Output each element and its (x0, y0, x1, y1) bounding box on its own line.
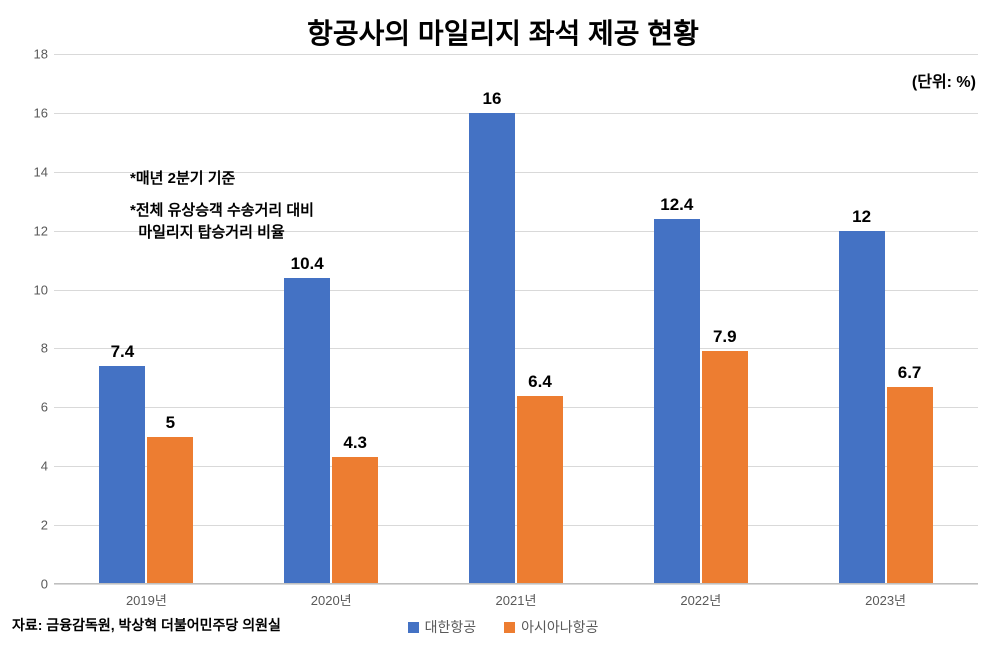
bar-value-label: 4.3 (343, 433, 367, 453)
legend-label: 아시아나항공 (521, 617, 598, 637)
y-axis: 024681012141618 (18, 54, 54, 584)
source-label: 자료: 금융감독원, 박상혁 더불어민주당 의원실 (12, 615, 281, 635)
legend-label: 대한항공 (425, 617, 477, 637)
legend-swatch (408, 622, 419, 633)
bar-group: 126.7 (793, 54, 978, 584)
legend-swatch (504, 622, 515, 633)
bar-value-label: 5 (166, 413, 175, 433)
note-line-1: *매년 2분기 기준 (130, 168, 314, 190)
bar: 6.4 (517, 396, 563, 584)
y-tick: 8 (41, 341, 48, 356)
x-axis-label: 2020년 (239, 590, 424, 609)
bar: 12.4 (654, 219, 700, 584)
bar-group: 166.4 (424, 54, 609, 584)
y-tick: 0 (41, 577, 48, 592)
chart-container: 항공사의 마일리지 좌석 제공 현황 (단위: %) 0246810121416… (0, 0, 1006, 647)
y-tick: 16 (34, 105, 48, 120)
bar-group: 12.47.9 (608, 54, 793, 584)
y-tick: 18 (34, 47, 48, 62)
x-axis-label: 2023년 (793, 590, 978, 609)
bar-value-label: 10.4 (291, 254, 324, 274)
x-axis-labels: 2019년2020년2021년2022년2023년 (54, 590, 978, 609)
bar: 12 (839, 231, 885, 584)
y-tick: 10 (34, 282, 48, 297)
bar-value-label: 12.4 (660, 195, 693, 215)
x-axis-label: 2022년 (608, 590, 793, 609)
bar-value-label: 16 (483, 89, 502, 109)
bar: 7.4 (99, 366, 145, 584)
y-tick: 14 (34, 164, 48, 179)
x-axis-line (54, 583, 978, 584)
legend-item: 아시아나항공 (504, 617, 598, 637)
plot-area: 024681012141618 7.4510.44.3166.412.47.91… (54, 54, 978, 584)
bar: 7.9 (702, 351, 748, 584)
bar: 6.7 (887, 387, 933, 584)
y-tick: 4 (41, 459, 48, 474)
chart-notes: *매년 2분기 기준 *전체 유상승객 수송거리 대비 마일리지 탑승거리 비율 (130, 168, 314, 243)
grid-line (54, 584, 978, 585)
bar-value-label: 12 (852, 207, 871, 227)
y-tick: 12 (34, 223, 48, 238)
bar-value-label: 6.4 (528, 372, 552, 392)
bar: 5 (147, 437, 193, 584)
bar-group: 10.44.3 (239, 54, 424, 584)
chart-title: 항공사의 마일리지 좌석 제공 현황 (18, 12, 988, 52)
note-line-2: *전체 유상승객 수송거리 대비 (130, 200, 314, 222)
x-axis-label: 2021년 (424, 590, 609, 609)
bar-value-label: 7.9 (713, 327, 737, 347)
y-tick: 2 (41, 518, 48, 533)
note-line-3: 마일리지 탑승거리 비율 (130, 222, 314, 244)
legend-item: 대한항공 (408, 617, 477, 637)
bar: 4.3 (332, 457, 378, 584)
bar-value-label: 7.4 (111, 342, 135, 362)
x-axis-label: 2019년 (54, 590, 239, 609)
bar: 10.4 (284, 278, 330, 584)
bar: 16 (469, 113, 515, 584)
bar-value-label: 6.7 (898, 363, 922, 383)
bar-group: 7.45 (54, 54, 239, 584)
bar-groups: 7.4510.44.3166.412.47.9126.7 (54, 54, 978, 584)
y-tick: 6 (41, 400, 48, 415)
